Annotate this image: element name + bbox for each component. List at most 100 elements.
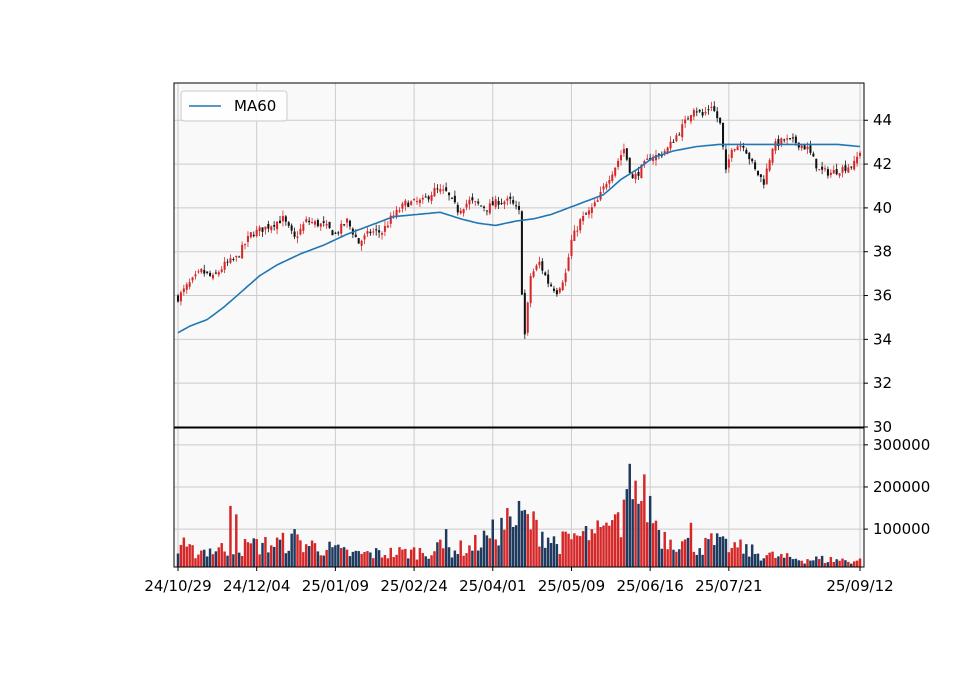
volume-bar <box>439 539 442 567</box>
price-y-tick-label: 44 <box>873 111 892 129</box>
volume-bar <box>532 511 535 567</box>
volume-bar <box>640 500 643 567</box>
candle-body <box>206 271 209 273</box>
candle-body <box>815 158 818 169</box>
candle-body <box>477 201 480 204</box>
volume-bar <box>858 558 862 567</box>
candle-body <box>372 231 375 233</box>
date-x-axis: 24/10/29 24/12/04 25/01/09 25/02/24 25/04/01… <box>144 567 894 595</box>
volume-bar <box>351 551 355 567</box>
candle-body <box>689 115 692 122</box>
candle-body <box>386 225 389 228</box>
volume-bar <box>217 547 221 567</box>
candle-body <box>354 234 357 238</box>
candle-body <box>375 229 378 231</box>
volume-bar <box>334 545 337 567</box>
candle-body <box>491 201 494 206</box>
candle-body <box>628 157 631 173</box>
volume-bar <box>748 556 751 567</box>
candle-body <box>515 205 518 207</box>
candle-body <box>523 292 526 335</box>
x-tick-label: 25/05/09 <box>538 577 605 595</box>
volume-bar <box>826 562 830 567</box>
volume-bar <box>780 553 783 567</box>
volume-y-tick-label: 200000 <box>873 478 930 496</box>
candle-body <box>471 197 474 201</box>
volume-bar <box>176 553 180 567</box>
candle-body <box>299 228 302 235</box>
candle-body <box>608 179 611 184</box>
volume-bar <box>520 510 524 567</box>
volume-bar <box>651 523 655 567</box>
volume-bar <box>823 563 827 567</box>
candle-body <box>203 269 206 274</box>
candle-body <box>401 203 404 209</box>
volume-bar <box>363 552 366 567</box>
price-panel-background <box>174 83 864 427</box>
volume-bar <box>578 536 582 567</box>
candle-body <box>418 199 421 204</box>
candle-body <box>593 202 596 207</box>
candle-body <box>564 272 567 282</box>
volume-bar <box>809 560 812 567</box>
candle-body <box>235 256 238 258</box>
candle-body <box>754 162 757 170</box>
volume-bar <box>599 527 602 567</box>
volume-bar <box>342 547 346 567</box>
candle-body <box>579 219 582 231</box>
candle-body <box>369 231 372 234</box>
candle-body <box>622 149 625 154</box>
volume-bar <box>541 531 544 567</box>
volume-bar <box>549 543 553 567</box>
volume-bar <box>427 558 430 567</box>
volume-bar <box>538 546 541 567</box>
candle-body <box>270 226 273 231</box>
candle-body <box>217 272 220 275</box>
candle-body <box>768 160 771 171</box>
candle-body <box>640 164 643 179</box>
volume-bar <box>675 551 678 567</box>
volume-bar <box>820 555 824 567</box>
volume-bar <box>567 533 570 567</box>
volume-bar <box>785 553 789 567</box>
price-y-tick-label: 38 <box>873 243 892 261</box>
volume-bar <box>613 514 617 567</box>
volume-bar <box>214 551 218 567</box>
candle-body <box>433 187 436 197</box>
volume-bar <box>383 555 387 567</box>
volume-bar <box>724 538 728 567</box>
candle-body <box>182 288 185 293</box>
volume-bar <box>328 541 331 567</box>
candle-body <box>258 227 261 232</box>
volume-bar <box>762 558 766 567</box>
candle-body <box>512 200 515 204</box>
candle-body <box>211 274 214 279</box>
candle-body <box>520 211 523 295</box>
candle-body <box>858 152 862 157</box>
candle-body <box>459 210 462 214</box>
candle-body <box>209 272 212 276</box>
candle-body <box>692 110 695 117</box>
volume-bar <box>220 543 223 567</box>
volume-bar <box>695 554 699 567</box>
candle-body <box>445 187 448 191</box>
candle-body <box>555 290 558 295</box>
candle-body <box>765 168 768 185</box>
volume-bar <box>476 550 480 567</box>
volume-bar <box>619 537 623 567</box>
volume-bar <box>485 535 489 567</box>
candle-body <box>695 111 698 113</box>
volume-bar <box>188 544 191 567</box>
volume-bar <box>447 547 451 567</box>
volume-bar <box>765 555 768 567</box>
candle-body <box>290 225 293 231</box>
volume-bar <box>692 551 696 567</box>
candle-body <box>841 167 844 173</box>
volume-bar <box>386 558 390 567</box>
volume-bar <box>791 559 795 567</box>
volume-y-axis: 100000 200000 300000 <box>864 436 930 538</box>
candle-body <box>200 268 203 273</box>
candle-body <box>806 146 809 150</box>
volume-bar <box>202 549 206 567</box>
candle-body <box>800 145 803 149</box>
